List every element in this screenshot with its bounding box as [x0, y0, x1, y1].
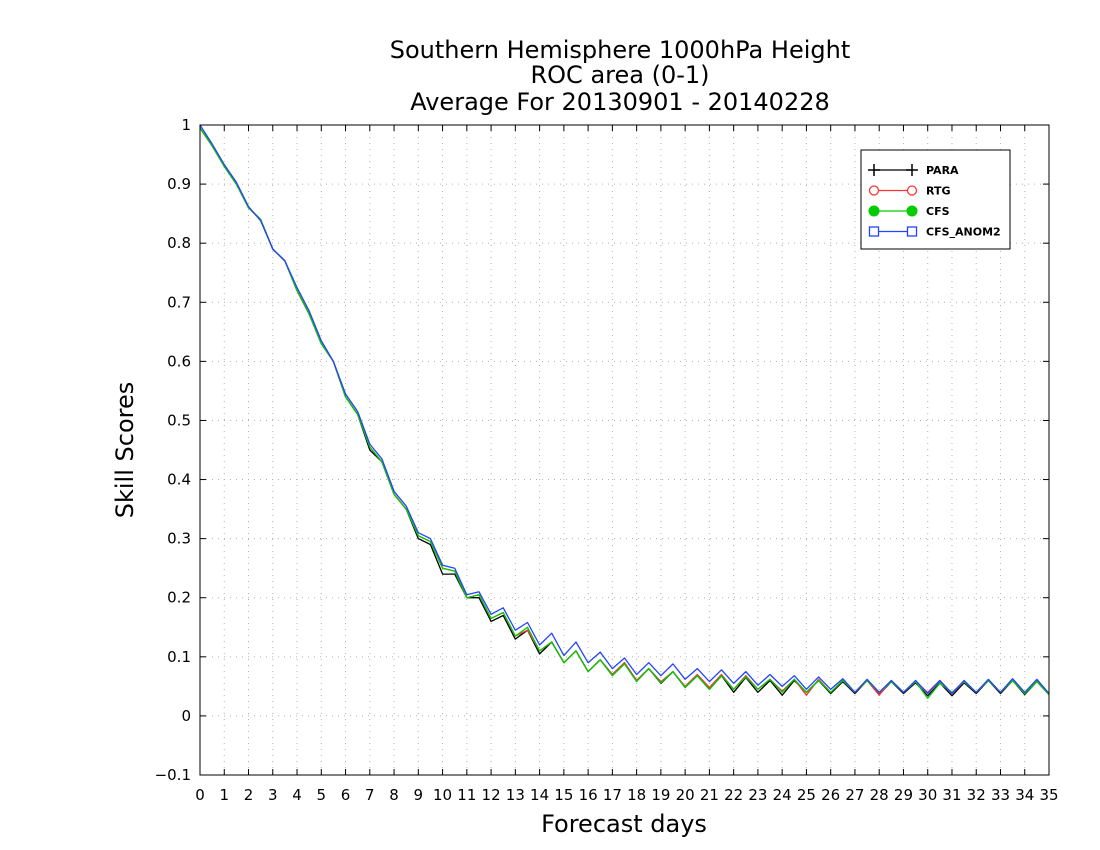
x-tick-label: 18: [627, 786, 646, 804]
chart-title-line-2: ROC area (0-1): [530, 61, 709, 89]
x-tick-label: 25: [797, 786, 816, 804]
x-tick-label: 17: [603, 786, 622, 804]
legend-marker-plus: [906, 164, 918, 176]
x-tick-label: 13: [506, 786, 525, 804]
y-axis-label: Skill Scores: [111, 382, 139, 519]
legend-item-cfs: CFS: [868, 205, 950, 218]
y-tick-label: −0.1: [155, 766, 191, 784]
x-tick-label: 21: [700, 786, 719, 804]
x-tick-label: 10: [433, 786, 452, 804]
x-tick-label: 15: [554, 786, 573, 804]
x-tick-label: 8: [389, 786, 399, 804]
x-tick-label: 9: [414, 786, 424, 804]
legend-label: CFS_ANOM2: [926, 226, 1001, 239]
legend-items: PARA RTG CFS CFS_ANOM2: [868, 164, 1001, 239]
legend-item-cfs-anom2: CFS_ANOM2: [868, 226, 1001, 239]
x-tick-label: 26: [821, 786, 840, 804]
x-axis-ticks: 0 1 2 3 4 5 6 7 8 9 10 11 12 13 14 15 16 17 18 19 20 21 22 23 24…: [195, 125, 1059, 804]
x-tick-label: 2: [244, 786, 254, 804]
y-tick-label: 0.4: [167, 471, 191, 489]
grid-lines: [200, 125, 1049, 775]
y-tick-label: 0.7: [167, 293, 191, 311]
legend: PARA RTG CFS CFS_ANOM2: [860, 149, 1011, 250]
x-tick-label: 32: [967, 786, 986, 804]
x-tick-label: 29: [894, 786, 913, 804]
series-line-cfs-anom2: [199, 124, 1050, 695]
x-tick-label: 0: [195, 786, 205, 804]
x-tick-label: 31: [942, 786, 961, 804]
plot-frame: [199, 124, 1050, 776]
y-tick-label: 0.5: [167, 411, 191, 429]
x-tick-label: 7: [365, 786, 375, 804]
x-tick-label: 12: [482, 786, 501, 804]
legend-item-para: PARA: [868, 164, 959, 177]
legend-marker-filled-circle: [906, 205, 918, 217]
legend-marker-plus: [868, 164, 880, 176]
y-tick-label: 0.3: [167, 530, 191, 548]
legend-label: CFS: [926, 205, 950, 218]
x-tick-label: 11: [457, 786, 476, 804]
y-tick-label: 0.1: [167, 648, 191, 666]
x-tick-label: 3: [268, 786, 278, 804]
x-tick-label: 27: [845, 786, 864, 804]
x-tick-label: 14: [530, 786, 549, 804]
x-tick-label: 35: [1039, 786, 1058, 804]
y-tick-label: 0.9: [167, 175, 191, 193]
x-tick-label: 30: [918, 786, 937, 804]
y-tick-label: 0.8: [167, 234, 191, 252]
legend-marker-filled-circle: [868, 205, 880, 217]
y-tick-label: 0.6: [167, 352, 191, 370]
y-tick-label: 0.2: [167, 589, 191, 607]
x-tick-label: 20: [676, 786, 695, 804]
x-tick-label: 34: [1015, 786, 1034, 804]
x-tick-label: 24: [773, 786, 792, 804]
x-tick-label: 28: [870, 786, 889, 804]
legend-label: PARA: [926, 164, 959, 177]
series-layer: [199, 124, 1050, 699]
legend-label: RTG: [926, 185, 951, 198]
y-tick-label: 0: [181, 707, 191, 725]
x-axis-label: Forecast days: [541, 810, 707, 838]
legend-marker-circle: [906, 185, 918, 196]
y-axis-ticks: −0.1 0 0.1 0.2 0.3 0.4 0.5 0.6 0.7 0.8 0.9 1: [155, 116, 1049, 784]
chart-title-line-1: Southern Hemisphere 1000hPa Height: [390, 36, 850, 64]
x-tick-label: 4: [292, 786, 302, 804]
chart-title-line-3: Average For 20130901 - 20140228: [410, 88, 830, 116]
legend-box: [860, 149, 1011, 250]
y-tick-label: 1: [181, 116, 191, 134]
x-tick-label: 33: [991, 786, 1010, 804]
legend-marker-square: [906, 226, 918, 237]
legend-marker-square: [868, 226, 880, 237]
x-tick-label: 6: [341, 786, 351, 804]
legend-item-rtg: RTG: [868, 185, 951, 198]
x-tick-label: 1: [219, 786, 229, 804]
x-tick-label: 23: [748, 786, 767, 804]
legend-marker-circle: [868, 185, 880, 196]
x-tick-label: 16: [579, 786, 598, 804]
x-tick-label: 5: [317, 786, 327, 804]
x-tick-label: 22: [724, 786, 743, 804]
x-tick-label: 19: [651, 786, 670, 804]
chart-title: Southern Hemisphere 1000hPa Height ROC a…: [390, 36, 850, 116]
